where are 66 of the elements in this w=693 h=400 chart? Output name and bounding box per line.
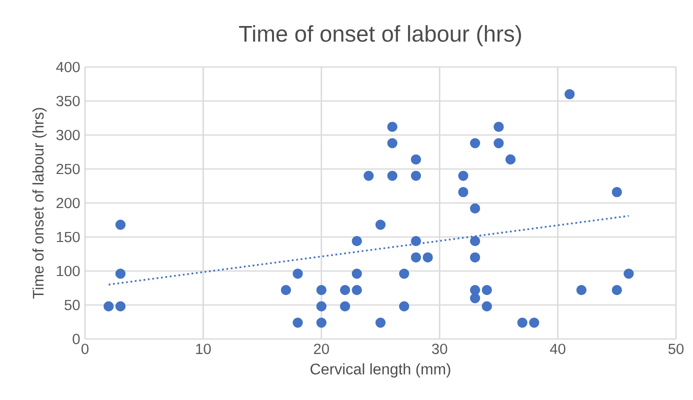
point (375, 318, 386, 328)
point (115, 301, 126, 312)
y-tick-label: 200 (56, 198, 80, 208)
point (458, 170, 468, 181)
point (387, 138, 398, 148)
point (115, 268, 126, 279)
point (505, 154, 516, 165)
point (482, 301, 492, 312)
point (292, 268, 303, 279)
x-tick-label: 30 (432, 344, 448, 354)
point (340, 301, 350, 312)
point (624, 268, 634, 279)
point (316, 301, 326, 312)
point (352, 236, 362, 246)
point (340, 284, 350, 296)
y-tick-label: 150 (56, 232, 80, 242)
point (316, 318, 326, 328)
point (529, 318, 540, 328)
y-tick-label: 400 (56, 62, 80, 72)
point (612, 284, 622, 296)
point (316, 284, 326, 296)
y-tick-label: 50 (64, 300, 80, 310)
point (517, 318, 528, 328)
point (470, 293, 480, 304)
point (470, 236, 480, 246)
x-axis-title: Cervical length (mm) (310, 363, 450, 378)
chart-title: Time of onset of labour (hrs) (239, 25, 521, 46)
point (422, 252, 433, 262)
x-tick-label: 10 (196, 344, 211, 354)
point (375, 220, 386, 230)
y-axis-title: Time of onset of labour (hrs) (32, 108, 47, 299)
point (410, 170, 422, 181)
x-tick-label: 40 (550, 344, 566, 354)
point (387, 122, 398, 132)
y-tick-label: 350 (56, 96, 80, 106)
x-tick-label: 0 (81, 344, 88, 354)
point (482, 284, 492, 296)
point (494, 122, 504, 132)
y-tick-label: 250 (56, 164, 80, 174)
point (410, 154, 422, 165)
point (458, 187, 468, 198)
point (115, 220, 126, 230)
point (410, 252, 422, 262)
point (399, 268, 410, 279)
point (470, 138, 480, 148)
x-tick-label: 50 (668, 344, 684, 354)
point (410, 236, 422, 246)
point (470, 252, 480, 262)
point (612, 187, 622, 198)
point (494, 138, 504, 148)
point (280, 284, 292, 296)
y-tick-label: 300 (56, 130, 80, 140)
y-tick-label: 0 (72, 334, 80, 344)
point (470, 284, 480, 296)
x-tick-label: 20 (314, 344, 329, 354)
point (564, 89, 575, 100)
point (104, 301, 114, 312)
point (399, 301, 410, 312)
point (352, 284, 362, 296)
y-tick-label: 100 (56, 266, 80, 276)
point (292, 318, 303, 328)
point (470, 203, 480, 214)
point (364, 170, 374, 181)
point (352, 268, 362, 279)
point (387, 170, 398, 181)
point (576, 284, 586, 296)
